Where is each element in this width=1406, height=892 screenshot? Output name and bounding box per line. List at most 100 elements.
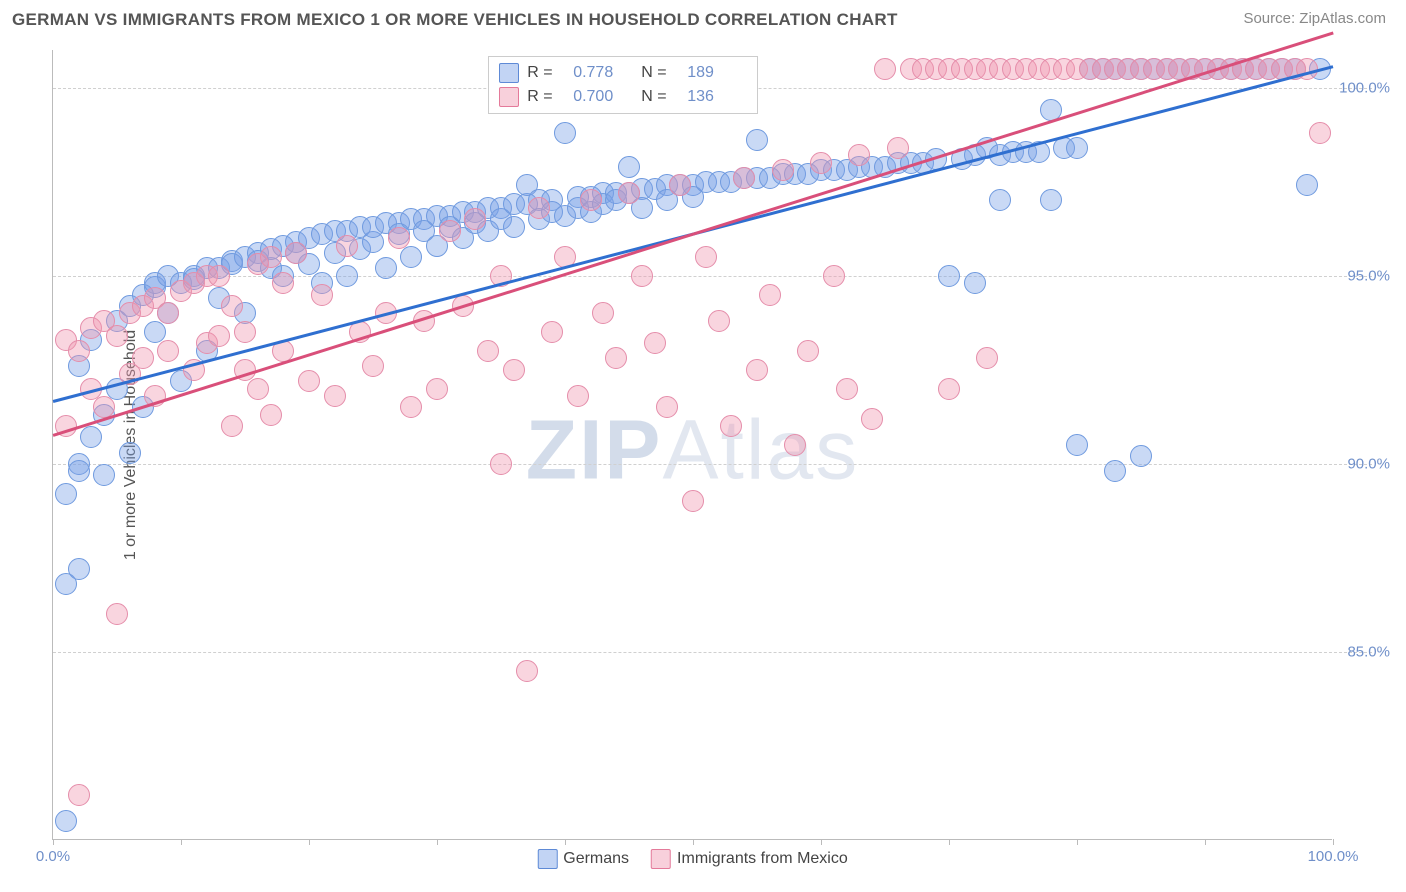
data-point	[119, 442, 141, 464]
legend-swatch	[499, 63, 519, 83]
data-point	[720, 415, 742, 437]
gridline-h	[53, 652, 1372, 653]
data-point	[157, 302, 179, 324]
source-label: Source: ZipAtlas.com	[1243, 10, 1386, 27]
data-point	[1309, 122, 1331, 144]
data-point	[848, 144, 870, 166]
legend-r-value: 0.778	[573, 64, 633, 82]
x-tick	[565, 839, 566, 845]
data-point	[669, 174, 691, 196]
data-point	[733, 167, 755, 189]
legend-swatch	[537, 849, 557, 869]
data-point	[324, 385, 346, 407]
data-point	[938, 265, 960, 287]
legend-n-label: N =	[641, 88, 679, 106]
data-point	[221, 415, 243, 437]
data-point	[1040, 189, 1062, 211]
x-tick	[1205, 839, 1206, 845]
data-point	[580, 189, 602, 211]
chart-title: GERMAN VS IMMIGRANTS FROM MEXICO 1 OR MO…	[12, 10, 898, 30]
data-point	[746, 359, 768, 381]
data-point	[208, 325, 230, 347]
x-tick-label: 0.0%	[36, 848, 70, 865]
data-point	[1104, 460, 1126, 482]
data-point	[400, 246, 422, 268]
watermark-light: Atlas	[662, 402, 859, 496]
data-point	[644, 332, 666, 354]
data-point	[874, 58, 896, 80]
x-tick-label: 100.0%	[1308, 848, 1359, 865]
data-point	[80, 426, 102, 448]
data-point	[541, 321, 563, 343]
data-point	[759, 284, 781, 306]
legend-r-label: R =	[527, 88, 565, 106]
data-point	[592, 302, 614, 324]
chart-container: 1 or more Vehicles in Household ZIPAtlas…	[38, 50, 1388, 840]
data-point	[528, 197, 550, 219]
data-point	[375, 257, 397, 279]
data-point	[247, 378, 269, 400]
data-point	[55, 810, 77, 832]
watermark-bold: ZIP	[526, 402, 663, 496]
data-point	[797, 340, 819, 362]
data-point	[439, 220, 461, 242]
data-point	[311, 284, 333, 306]
data-point	[784, 434, 806, 456]
x-tick	[1333, 839, 1334, 845]
data-point	[682, 490, 704, 512]
legend-item: Immigrants from Mexico	[651, 849, 848, 869]
data-point	[260, 246, 282, 268]
data-point	[490, 453, 512, 475]
data-point	[976, 347, 998, 369]
legend-r-label: R =	[527, 64, 565, 82]
legend-n-label: N =	[641, 64, 679, 82]
data-point	[503, 359, 525, 381]
legend-label: Germans	[563, 850, 629, 867]
data-point	[426, 378, 448, 400]
x-tick	[53, 839, 54, 845]
data-point	[55, 483, 77, 505]
data-point	[400, 396, 422, 418]
data-point	[68, 558, 90, 580]
gridline-h	[53, 464, 1372, 465]
data-point	[298, 370, 320, 392]
legend-label: Immigrants from Mexico	[677, 850, 848, 867]
legend-row: R =0.778N =189	[499, 61, 747, 85]
data-point	[106, 325, 128, 347]
data-point	[823, 265, 845, 287]
y-tick-label: 100.0%	[1339, 79, 1390, 96]
data-point	[618, 156, 640, 178]
y-tick-label: 85.0%	[1347, 643, 1390, 660]
data-point	[887, 137, 909, 159]
data-point	[68, 784, 90, 806]
data-point	[272, 272, 294, 294]
data-point	[503, 216, 525, 238]
data-point	[810, 152, 832, 174]
x-tick	[693, 839, 694, 845]
y-tick-label: 90.0%	[1347, 455, 1390, 472]
data-point	[106, 603, 128, 625]
data-point	[836, 378, 858, 400]
data-point	[68, 460, 90, 482]
x-tick	[309, 839, 310, 845]
data-point	[772, 159, 794, 181]
data-point	[938, 378, 960, 400]
x-tick	[181, 839, 182, 845]
data-point	[1130, 445, 1152, 467]
data-point	[554, 122, 576, 144]
data-point	[1066, 434, 1088, 456]
data-point	[746, 129, 768, 151]
data-point	[336, 235, 358, 257]
x-tick	[821, 839, 822, 845]
data-point	[93, 464, 115, 486]
data-point	[464, 208, 486, 230]
data-point	[477, 340, 499, 362]
data-point	[516, 660, 538, 682]
data-point	[234, 321, 256, 343]
x-tick	[437, 839, 438, 845]
x-tick	[949, 839, 950, 845]
data-point	[964, 272, 986, 294]
legend-r-value: 0.700	[573, 88, 633, 106]
data-point	[68, 340, 90, 362]
data-point	[362, 355, 384, 377]
